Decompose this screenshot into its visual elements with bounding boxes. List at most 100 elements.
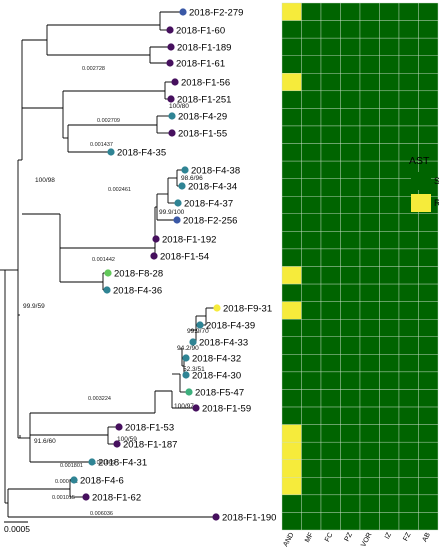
heatmap-cell	[320, 266, 341, 285]
tip-label: 2018-F2-279	[189, 8, 243, 19]
heatmap-cell	[301, 213, 322, 232]
tip-point	[115, 423, 123, 431]
heatmap-cell	[281, 160, 302, 179]
tip-label: 2018-F1-62	[92, 493, 141, 504]
tip-point	[179, 8, 187, 16]
heatmap-cell	[398, 354, 419, 373]
tip-label: 2018-F1-56	[181, 78, 230, 89]
heatmap-cell	[281, 319, 302, 337]
heatmap-cell	[301, 336, 322, 355]
heatmap-column-label: VOR	[360, 532, 373, 549]
heatmap-cell	[281, 20, 302, 39]
scale-bar-label: 0.0005	[4, 524, 30, 534]
heatmap-cell	[320, 319, 341, 337]
heatmap-cell	[359, 20, 380, 39]
heatmap-cell	[340, 389, 361, 408]
heatmap-cell	[379, 371, 400, 390]
heatmap-cell	[418, 73, 439, 92]
heatmap-cell	[301, 248, 322, 267]
heatmap-cell	[398, 441, 419, 460]
heatmap-cell	[320, 336, 341, 355]
heatmap-cell	[301, 196, 322, 215]
tip-point	[171, 78, 179, 86]
support-value-label: 99.9/100	[159, 209, 185, 216]
heatmap-cell	[281, 178, 302, 197]
tip-point	[104, 269, 112, 277]
heatmap-cell	[379, 90, 400, 109]
heatmap-cell	[398, 248, 419, 267]
heatmap-cell	[379, 73, 400, 92]
tip-label: 2018-F1-59	[202, 404, 251, 415]
tip-label: 2018-F8-28	[114, 269, 163, 280]
tip-point	[168, 112, 176, 120]
heatmap-cell	[340, 90, 361, 109]
heatmap-cell	[340, 37, 361, 56]
branch-length-label: 0.003224	[88, 396, 111, 402]
heatmap-cell	[340, 196, 361, 215]
heatmap-cell	[281, 459, 302, 478]
heatmap-cell	[398, 125, 419, 144]
heatmap-cell	[320, 371, 341, 390]
heatmap-cell	[281, 406, 302, 425]
heatmap-cell	[320, 20, 341, 39]
heatmap-cell	[359, 354, 380, 373]
heatmap-cell	[340, 406, 361, 425]
heatmap-cell	[398, 266, 419, 285]
branch-length-label: 0.002461	[108, 187, 131, 193]
heatmap-cell	[418, 512, 439, 531]
heatmap-cell	[398, 283, 419, 302]
heatmap-cell	[379, 196, 400, 215]
tip-label: 2018-F4-31	[98, 458, 147, 469]
heatmap-cell	[379, 178, 400, 197]
heatmap-cell	[359, 319, 380, 337]
heatmap-cell	[359, 494, 380, 513]
legend-label: S	[434, 176, 439, 186]
heatmap-cell	[418, 354, 439, 373]
heatmap-cell	[379, 213, 400, 232]
heatmap-cell	[379, 406, 400, 425]
branch-length-label: 0.000742	[55, 479, 78, 485]
heatmap-cell	[281, 73, 302, 92]
heatmap-cell	[281, 248, 302, 267]
heatmap-cell	[359, 459, 380, 478]
heatmap-cell	[340, 266, 361, 285]
tip-label: 2018-F4-30	[192, 371, 241, 382]
tip-point	[178, 182, 186, 190]
heatmap-cell	[359, 125, 380, 144]
heatmap-cell	[398, 477, 419, 496]
branch-length-label: 0.006036	[90, 511, 113, 517]
heatmap-cell	[359, 406, 380, 425]
heatmap-cell	[320, 354, 341, 373]
heatmap-cell	[379, 354, 400, 373]
tip-point	[152, 235, 160, 243]
heatmap-cell	[418, 90, 439, 109]
heatmap-cell	[340, 494, 361, 513]
heatmap-cell	[340, 178, 361, 197]
heatmap-cell	[281, 143, 302, 162]
heatmap-cell	[340, 283, 361, 302]
heatmap-cell	[418, 459, 439, 478]
heatmap-cell	[301, 143, 322, 162]
heatmap-cell	[359, 283, 380, 302]
heatmap-cell	[320, 90, 341, 109]
heatmap-cell	[301, 178, 322, 197]
heatmap-cell	[320, 55, 341, 74]
heatmap-column-label: FC	[324, 532, 335, 544]
heatmap-cell	[379, 441, 400, 460]
heatmap-cell	[398, 20, 419, 39]
tip-point	[107, 148, 115, 156]
support-value-label: 94.2/90	[177, 345, 199, 352]
branch-length-labels: 0.002728 0.002709 0.001437 0.002461 0.001442…	[52, 66, 131, 517]
heatmap-cell	[359, 2, 380, 21]
heatmap-cell	[359, 196, 380, 215]
heatmap-cell	[281, 354, 302, 373]
heatmap-cell	[418, 231, 439, 250]
heatmap-cell	[301, 20, 322, 39]
tip-label: 2018-F1-53	[125, 423, 174, 434]
heatmap-cell	[398, 459, 419, 478]
heatmap-cell	[320, 73, 341, 92]
heatmap-cell	[379, 301, 400, 320]
tip-label: 2018-F5-47	[195, 388, 244, 399]
heatmap-cell	[320, 512, 341, 531]
heatmap-cell	[320, 389, 341, 408]
